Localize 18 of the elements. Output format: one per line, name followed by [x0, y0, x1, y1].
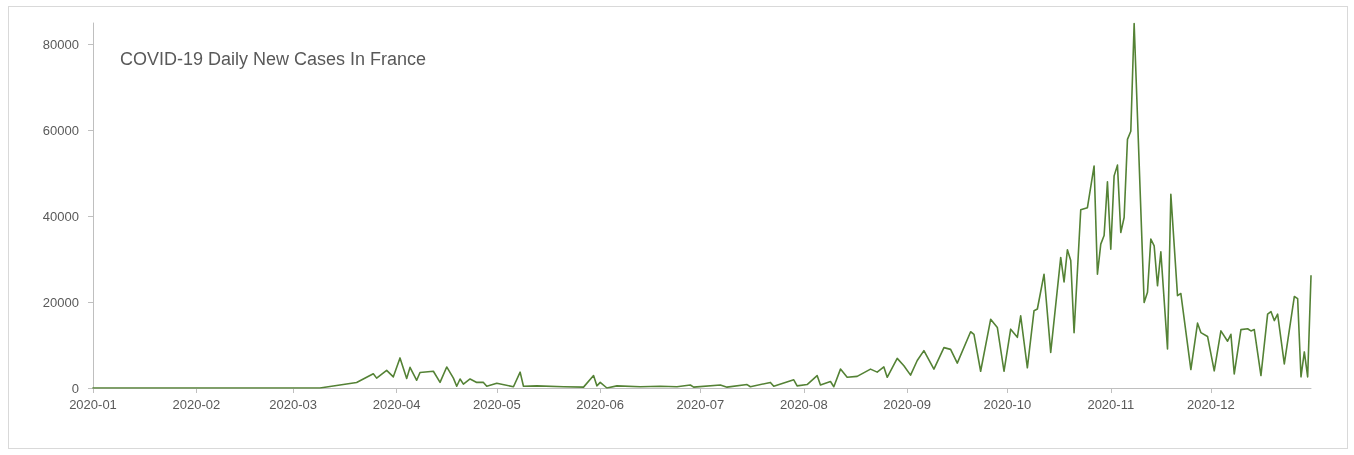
text: COVID-19 Daily New Cases In France	[120, 49, 427, 69]
x-tick-label: 2020-09	[883, 397, 932, 412]
x-tick-label: 2020-01	[69, 397, 117, 412]
y-tick-label: 60000	[42, 122, 79, 138]
x-tick-label: 2020-04	[372, 397, 421, 412]
x-tick-label: 2020-07	[676, 397, 725, 412]
x-tick-label: 2020-03	[269, 397, 318, 412]
y-tick-label: 20000	[42, 294, 79, 310]
x-tick-label: 2020-11	[1087, 397, 1135, 412]
y-tick-label: 0	[71, 380, 79, 396]
x-tick-label: 2020-10	[983, 397, 1032, 412]
x-tick-label: 2020-02	[172, 397, 221, 412]
x-tick-label: 2020-08	[779, 397, 828, 412]
x-tick-label: 2020-12	[1187, 397, 1235, 412]
x-tick-label: 2020-06	[576, 397, 625, 412]
x-tick-label: 2020-05	[472, 397, 521, 412]
y-tick-label: 80000	[42, 36, 79, 52]
y-tick-label: 40000	[42, 208, 79, 224]
